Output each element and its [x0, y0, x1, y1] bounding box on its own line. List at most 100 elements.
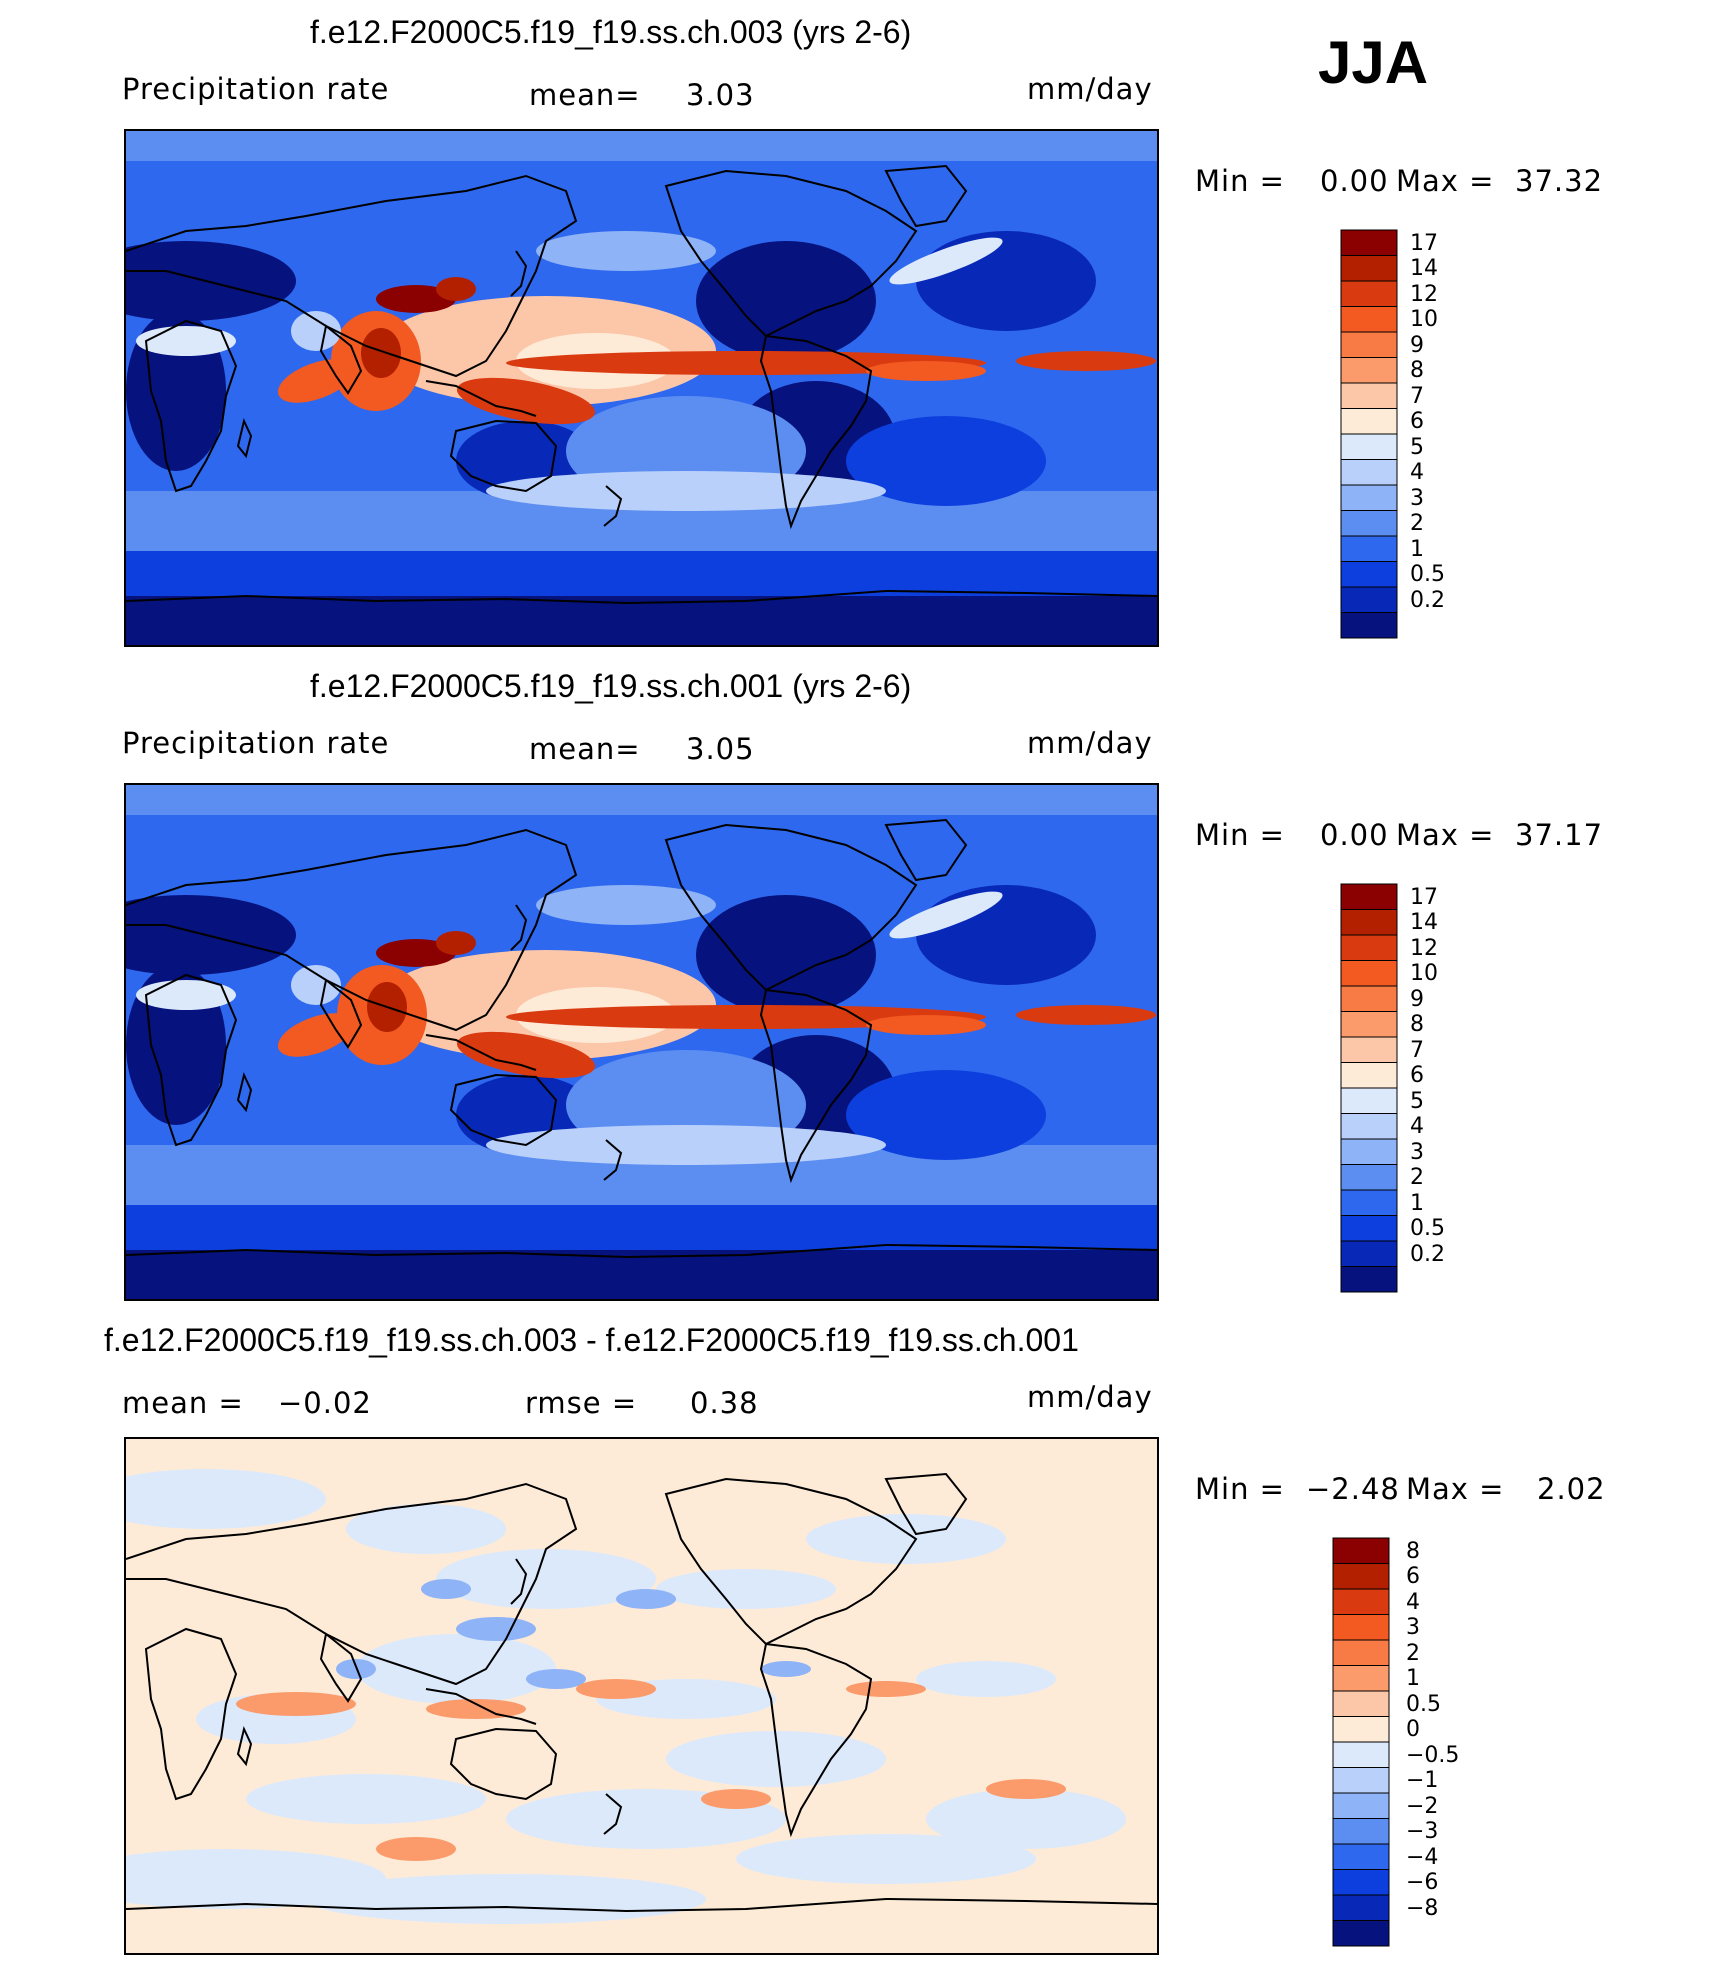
coastline: [126, 1482, 578, 1686]
precip-contour: [701, 1789, 771, 1809]
colorbar-level-label: 6: [1406, 1564, 1420, 1589]
precip-contour: [126, 1469, 326, 1529]
colorbar-level-label: −6: [1406, 1870, 1439, 1895]
coastline: [510, 904, 528, 951]
colorbar-swatch: [1340, 331, 1398, 358]
colorbar-swatch: [1332, 1537, 1390, 1564]
precip-contour: [696, 895, 876, 1015]
coastline: [664, 823, 918, 992]
colorbar-swatch: [1332, 1690, 1390, 1717]
colorbar-swatches: [1340, 883, 1398, 1293]
colorbar-level-label: 0.2: [1410, 1241, 1445, 1267]
colorbar-swatch: [1332, 1639, 1390, 1666]
colorbar-level-label: 14: [1410, 910, 1438, 935]
precip-contour: [536, 231, 716, 271]
colorbar-level-label: 2: [1406, 1640, 1420, 1666]
coastline: [884, 818, 968, 882]
precip-contour: [277, 359, 355, 403]
colorbar-level-label: 2: [1410, 511, 1424, 536]
colorbar-swatch: [1340, 909, 1398, 936]
colorbar-swatch: [1340, 586, 1398, 613]
precip-contour: [846, 1070, 1046, 1160]
panel-3-map: [124, 1437, 1159, 1955]
panel-3-rmse-value: 0.38: [690, 1386, 759, 1420]
colorbar-swatch: [1332, 1792, 1390, 1819]
colorbar-level-label: 4: [1410, 460, 1424, 485]
colorbar-swatch: [1340, 1036, 1398, 1063]
panel-3-min-value: −2.48: [1306, 1472, 1400, 1506]
colorbar-swatch: [1332, 1741, 1390, 1768]
precip-contour: [236, 1692, 356, 1716]
colorbar-level-label: 0.5: [1406, 1691, 1441, 1717]
panel-2-map: [124, 783, 1159, 1301]
precip-contour: [926, 1789, 1126, 1849]
precip-contour: [291, 311, 341, 351]
colorbar-swatch: [1340, 1113, 1398, 1140]
precip-contour: [486, 471, 886, 511]
precip-contour: [277, 1013, 355, 1057]
precip-contour: [666, 1731, 886, 1787]
coastline: [759, 1642, 873, 1838]
precip-contour: [761, 1661, 811, 1677]
colorbar-swatch: [1332, 1843, 1390, 1870]
coastline: [884, 1472, 968, 1536]
panel-2-min-label: Min =: [1195, 818, 1285, 852]
colorbar-level-label: −4: [1406, 1844, 1439, 1870]
precip-contour: [806, 1514, 1006, 1564]
coastline: [759, 988, 873, 1184]
coastline: [126, 589, 1157, 605]
colorbar-level-label: 0.2: [1410, 587, 1445, 613]
panel-1-mean-label: mean=: [529, 78, 641, 112]
colorbar-swatch: [1340, 255, 1398, 282]
colorbar-level-label: 6: [1410, 409, 1424, 434]
colorbar-level-label: 8: [1410, 358, 1424, 383]
colorbar-swatch: [1340, 306, 1398, 333]
colorbar-level-label: −3: [1406, 1819, 1439, 1844]
colorbar-swatch: [1340, 459, 1398, 486]
coastline: [449, 1727, 558, 1801]
colorbar-swatch: [1340, 561, 1398, 588]
coastline: [664, 1477, 918, 1646]
colorbar-level-label: 8: [1410, 1012, 1424, 1037]
precip-contour: [889, 891, 1003, 939]
colorbar-level-label: 0.5: [1410, 562, 1445, 587]
precip-contour: [576, 1679, 656, 1699]
colorbar-swatches: [1332, 1537, 1390, 1947]
coastline: [144, 973, 238, 1147]
colorbar-swatch: [1340, 408, 1398, 435]
panel-1-min-value: 0.00: [1320, 164, 1389, 198]
colorbar-swatch: [1340, 1138, 1398, 1165]
panel-2-mean-label: mean=: [529, 732, 641, 766]
colorbar-swatch: [1332, 1767, 1390, 1794]
colorbar-swatch: [1332, 1869, 1390, 1896]
panel-2-precip-field: [126, 785, 1157, 1299]
precip-contour: [456, 1031, 596, 1079]
precip-contour: [916, 231, 1096, 331]
colorbar-swatch: [1340, 1266, 1398, 1293]
panel-3-mean-value: −0.02: [278, 1386, 372, 1420]
panel-3-units: mm/day: [1027, 1380, 1153, 1414]
coastline: [664, 169, 918, 338]
colorbar-level-label: 7: [1410, 1037, 1424, 1063]
precip-contour: [246, 1774, 486, 1824]
coastline: [510, 250, 528, 297]
colorbar-level-label: 1: [1410, 1190, 1424, 1216]
precip-contour: [126, 241, 296, 321]
precip-contour: [436, 1549, 656, 1609]
precip-contour: [436, 931, 476, 955]
panel-3-min-label: Min =: [1195, 1472, 1285, 1506]
colorbar-level-label: 12: [1410, 281, 1438, 307]
coastline: [236, 417, 253, 459]
coastline: [884, 164, 968, 228]
coastline: [425, 380, 537, 417]
colorbar-swatch: [1340, 1164, 1398, 1191]
colorbar-swatch: [1340, 1189, 1398, 1216]
colorbar-level-label: 9: [1410, 986, 1424, 1012]
colorbar-swatch: [1340, 960, 1398, 987]
colorbar-level-label: 1: [1410, 536, 1424, 562]
coastline: [449, 1073, 558, 1147]
panel-2-max-label: Max =: [1396, 818, 1495, 852]
precip-contour: [356, 1634, 556, 1704]
panel-2-max-value: 37.17: [1515, 818, 1604, 852]
coastline: [759, 334, 873, 530]
